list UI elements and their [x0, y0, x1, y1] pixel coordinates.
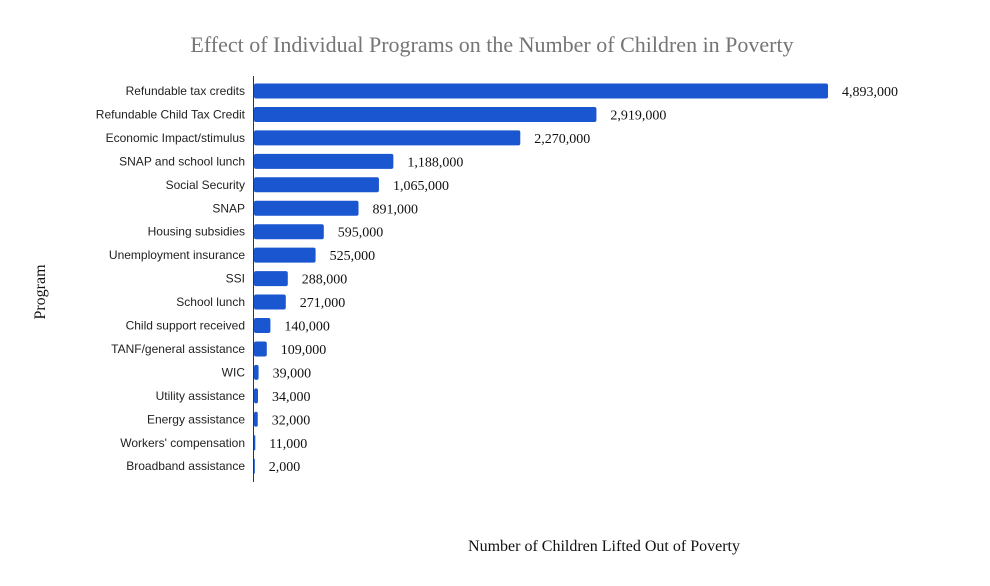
category-label: WIC	[222, 365, 246, 379]
category-label: SSI	[226, 272, 245, 286]
category-label: Economic Impact/stimulus	[106, 131, 245, 145]
category-label: SNAP	[212, 201, 245, 215]
category-label: Broadband assistance	[126, 459, 245, 473]
value-label: 595,000	[338, 226, 384, 241]
value-label: 11,000	[269, 437, 307, 452]
bar	[254, 83, 828, 99]
category-label: Refundable Child Tax Credit	[96, 107, 246, 121]
chart-title: Effect of Individual Programs on the Num…	[190, 32, 793, 57]
value-label: 39,000	[273, 366, 312, 381]
value-label: 140,000	[284, 320, 330, 335]
bars-group	[254, 83, 828, 474]
y-axis-title: Program	[32, 264, 49, 320]
value-labels-group: 4,893,000 2,919,000 2,270,000 1,188,000 1,06…	[269, 85, 898, 475]
value-label: 34,000	[272, 390, 311, 405]
bar	[254, 364, 259, 380]
category-label: Unemployment insurance	[109, 248, 245, 262]
category-label: Utility assistance	[156, 389, 246, 403]
bar	[254, 435, 256, 451]
bar	[254, 153, 394, 169]
value-label: 288,000	[302, 273, 348, 288]
category-label: Housing subsidies	[148, 225, 245, 239]
bar	[254, 411, 258, 427]
category-label: Refundable tax credits	[126, 84, 245, 98]
bar	[254, 200, 359, 216]
value-label: 891,000	[373, 202, 419, 217]
value-label: 525,000	[330, 249, 376, 264]
category-label: SNAP and school lunch	[119, 154, 245, 168]
bar	[254, 294, 286, 310]
category-label: Social Security	[166, 178, 245, 192]
category-label: Energy assistance	[147, 412, 245, 426]
value-label: 109,000	[281, 343, 327, 358]
value-label: 1,065,000	[393, 179, 449, 194]
category-labels-group: Refundable tax credits Refundable Child T…	[96, 84, 246, 473]
value-label: 2,000	[269, 460, 301, 475]
bar	[254, 318, 271, 333]
bar	[254, 106, 597, 122]
value-label: 2,919,000	[610, 108, 666, 123]
x-axis-title: Number of Children Lifted Out of Poverty	[468, 538, 740, 555]
bar	[254, 130, 521, 146]
category-label: TANF/general assistance	[111, 342, 245, 356]
category-label: Workers' compensation	[120, 436, 245, 450]
bar	[254, 224, 324, 240]
bar	[254, 271, 288, 287]
bar	[254, 177, 379, 193]
value-label: 32,000	[272, 413, 311, 428]
bar	[254, 458, 255, 474]
value-label: 271,000	[300, 296, 346, 311]
bar	[254, 247, 316, 263]
value-label: 2,270,000	[534, 132, 590, 147]
value-label: 1,188,000	[407, 155, 463, 170]
category-label: Child support received	[126, 319, 245, 333]
value-label: 4,893,000	[842, 85, 898, 100]
bar	[254, 388, 258, 404]
bar	[254, 341, 267, 357]
category-label: School lunch	[176, 295, 245, 309]
